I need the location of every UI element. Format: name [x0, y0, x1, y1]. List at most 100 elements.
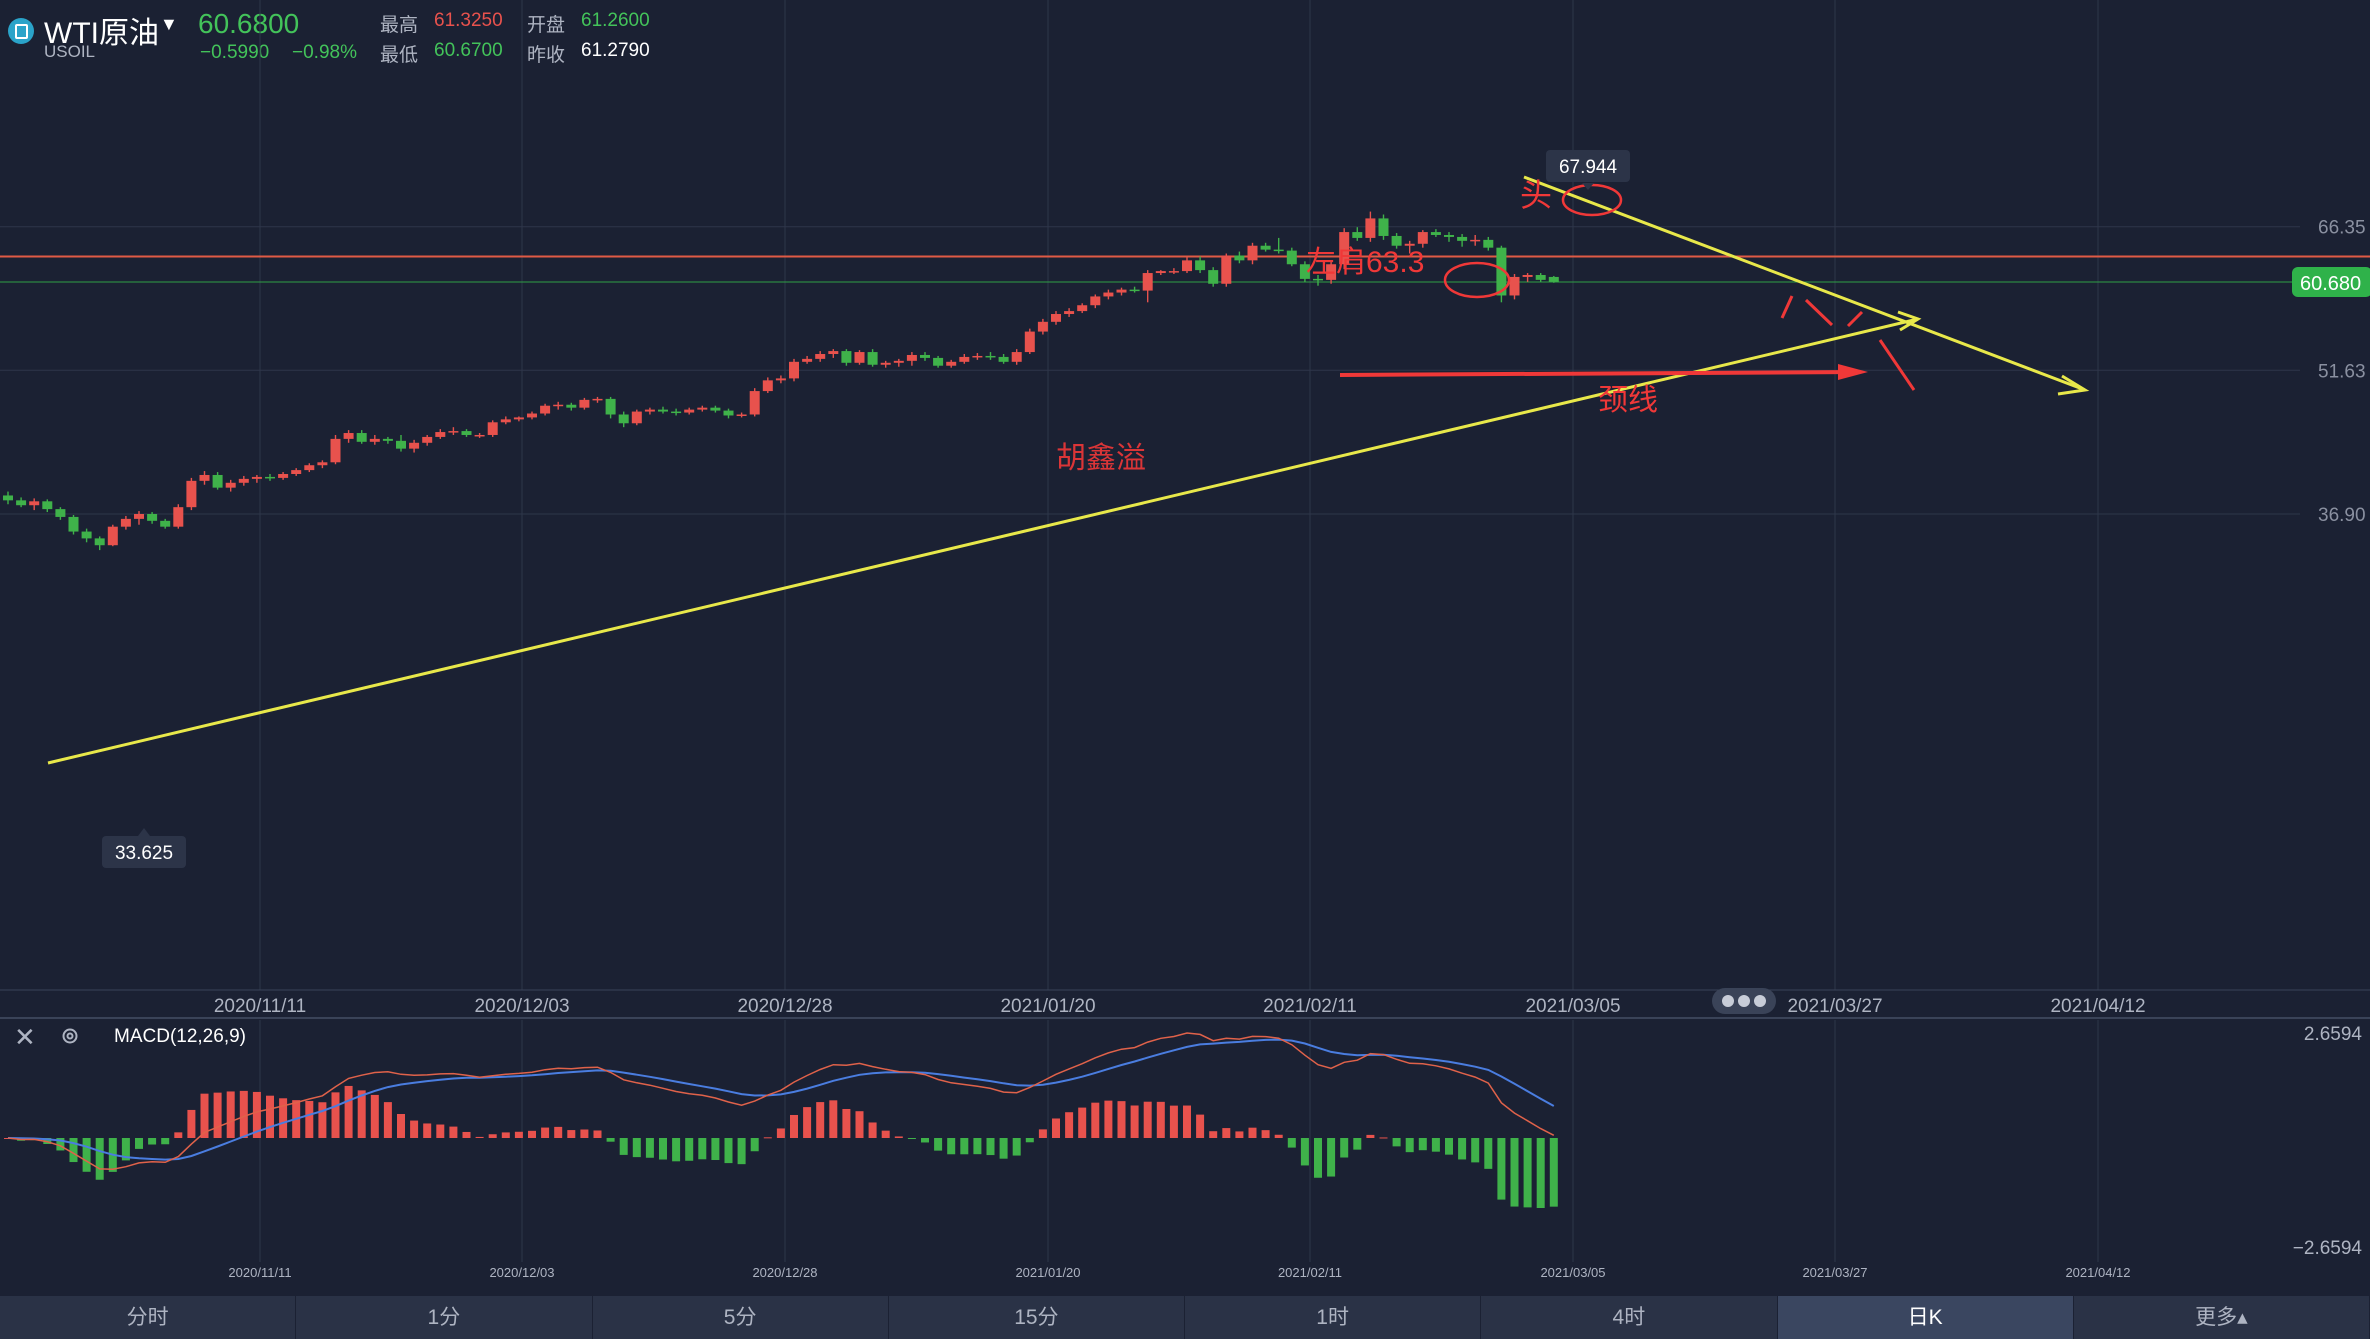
- tab-period-7[interactable]: 日K: [1777, 1296, 2074, 1339]
- macd-histogram-bar: [1484, 1138, 1493, 1169]
- support-trendline: [47, 317, 1919, 765]
- candle-body: [723, 410, 734, 416]
- macd-histogram-bar: [1445, 1138, 1453, 1155]
- high-marker-pointer: [1582, 183, 1594, 190]
- tab-period-5[interactable]: 1时: [1185, 1296, 1482, 1339]
- macd-histogram-bar: [1471, 1138, 1480, 1163]
- macd-histogram-bar: [1130, 1105, 1139, 1138]
- macd-histogram-bar: [1340, 1138, 1349, 1158]
- candle-body: [1522, 274, 1533, 277]
- symbol-name[interactable]: WTI原油: [44, 17, 159, 50]
- candle-body: [1103, 292, 1114, 297]
- candle-body: [1208, 270, 1219, 284]
- macd-histogram-bar: [829, 1100, 838, 1138]
- macd-histogram-bar: [868, 1122, 877, 1138]
- candle-body: [369, 438, 380, 442]
- tab-period-4[interactable]: 15分: [889, 1296, 1185, 1339]
- candle-body: [1404, 243, 1415, 246]
- candle-body: [1273, 249, 1284, 252]
- macd-histogram-bar: [462, 1131, 471, 1138]
- high-label: 最高: [380, 15, 419, 36]
- candle-body: [527, 413, 537, 418]
- candle-body: [1391, 235, 1402, 246]
- chevron-down-icon[interactable]: ▼: [160, 14, 178, 34]
- candle-body: [1286, 250, 1297, 265]
- tab-period-1[interactable]: 分时: [0, 1296, 297, 1339]
- macd-histogram-bar: [1012, 1138, 1021, 1156]
- macd-histogram-bar: [1523, 1138, 1532, 1208]
- candle-body: [1011, 352, 1022, 362]
- macd-histogram-bar: [95, 1138, 104, 1180]
- candle-body: [16, 500, 27, 506]
- macd-histogram-bar: [750, 1138, 759, 1152]
- candle-body: [1299, 264, 1310, 279]
- macd-histogram-bar: [1536, 1138, 1545, 1208]
- candle-body: [278, 474, 289, 478]
- macd-histogram-bar: [266, 1095, 274, 1138]
- x-axis: 2020/11/11 2020/11/11 2020/12/03 2020/12/03…: [214, 988, 2146, 1280]
- candle-body: [1430, 232, 1441, 235]
- macd-histogram-bar: [1431, 1138, 1440, 1152]
- macd-histogram-bar: [318, 1102, 327, 1138]
- close-indicator-icon[interactable]: ✕: [14, 1022, 36, 1052]
- candle-body: [304, 465, 315, 471]
- candle-body: [841, 351, 852, 363]
- candle-body: [815, 354, 826, 359]
- macd-dif-line: [7, 1032, 1555, 1170]
- candle-body: [1024, 331, 1035, 353]
- tab-period-2[interactable]: 1分: [296, 1296, 593, 1339]
- arrow-head: [1838, 364, 1868, 380]
- path-arrow: [1780, 295, 1794, 319]
- macd-histogram-bar: [1169, 1105, 1178, 1138]
- macd-dea-line: [7, 1038, 1555, 1161]
- candle-body: [1483, 239, 1494, 248]
- high-marker-box: [1546, 150, 1630, 182]
- macd-histogram-bar: [213, 1092, 222, 1138]
- candle-body: [94, 538, 105, 546]
- macd-histogram-bar: [986, 1138, 995, 1156]
- tab-period-3[interactable]: 5分: [593, 1296, 889, 1339]
- macd-histogram-bar: [1183, 1105, 1191, 1138]
- path-arrow: [1846, 310, 1864, 328]
- macd-histogram-bar: [475, 1136, 484, 1138]
- candle-body: [1247, 245, 1258, 261]
- candle-body: [212, 474, 223, 488]
- macd-histogram-bar: [619, 1138, 628, 1155]
- gear-icon[interactable]: [60, 1026, 80, 1046]
- candle-body: [186, 480, 197, 508]
- candle-body: [225, 482, 236, 488]
- candle-body: [291, 470, 302, 475]
- candle-body: [658, 409, 668, 412]
- macd-histogram-bar: [501, 1132, 510, 1138]
- macd-histogram-bar: [397, 1113, 405, 1138]
- macd-upper-tick: 2.6594: [2304, 1024, 2363, 1045]
- tab-period-more[interactable]: 更多▴: [2074, 1296, 2370, 1339]
- candle-body: [762, 380, 773, 392]
- candle-body: [985, 355, 996, 358]
- macd-histogram-bar: [606, 1138, 615, 1142]
- candle-body: [1077, 305, 1088, 312]
- candle-body: [998, 356, 1009, 362]
- path-arrow: [1878, 339, 1916, 391]
- candle-body: [893, 360, 904, 363]
- tab-period-6[interactable]: 4时: [1481, 1296, 1778, 1339]
- price-change-pct: −0.98%: [292, 42, 357, 63]
- macd-histogram-bar: [1196, 1114, 1205, 1138]
- macd-histogram-bar: [1379, 1137, 1388, 1139]
- macd-histogram-bar: [999, 1138, 1008, 1159]
- macd-histogram-bar: [1052, 1118, 1060, 1138]
- candle-body: [605, 398, 616, 415]
- macd-histogram-bar: [1327, 1138, 1336, 1177]
- candle-body: [147, 514, 158, 521]
- macd-histogram-bar: [907, 1138, 916, 1139]
- x-tick-label: 2021/01/20: [1000, 996, 1095, 1017]
- low-marker-pointer: [138, 828, 150, 836]
- macd-histogram-bar: [357, 1090, 366, 1138]
- head-circle: [1561, 183, 1623, 217]
- arrow-head: [1897, 310, 1922, 332]
- macd-histogram-bar: [410, 1120, 419, 1138]
- candle-body: [1221, 255, 1232, 284]
- candle-body: [396, 440, 406, 449]
- prev-close-value: 61.2790: [581, 40, 650, 61]
